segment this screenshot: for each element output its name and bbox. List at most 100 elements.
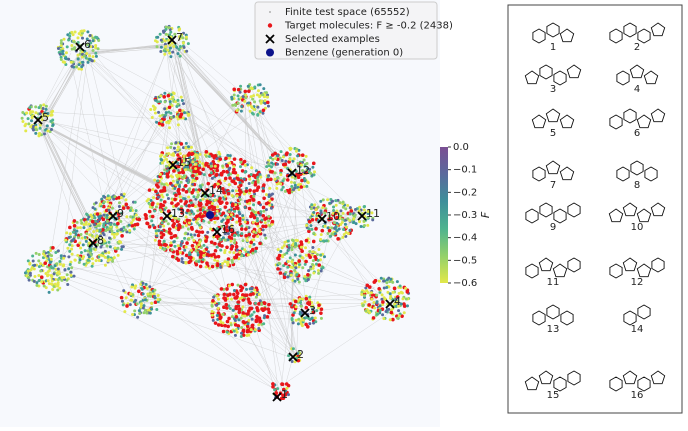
- graph-node: [50, 258, 53, 261]
- graph-node: [317, 206, 320, 209]
- graph-node: [214, 321, 218, 325]
- graph-node: [342, 228, 345, 231]
- graph-node: [257, 302, 261, 306]
- graph-node: [257, 201, 261, 205]
- graph-node: [372, 280, 376, 284]
- graph-node: [290, 260, 293, 263]
- graph-node: [305, 185, 308, 188]
- graph-node: [93, 216, 96, 219]
- graph-node: [155, 308, 158, 311]
- graph-node: [205, 265, 208, 268]
- legend: Finite test space (65552)Target molecule…: [255, 2, 453, 59]
- graph-node: [348, 229, 351, 232]
- graph-node: [294, 266, 297, 269]
- graph-node: [396, 280, 399, 283]
- graph-node: [53, 272, 56, 275]
- graph-node: [299, 301, 302, 304]
- molecule-label: 13: [547, 324, 560, 335]
- graph-node: [210, 165, 213, 168]
- graph-node: [123, 310, 126, 313]
- graph-node: [97, 47, 100, 50]
- graph-node: [213, 221, 216, 224]
- graph-node: [251, 181, 254, 184]
- benzene-marker: [206, 211, 214, 219]
- graph-node: [301, 257, 304, 260]
- graph-node: [214, 154, 218, 158]
- selected-label: 15: [177, 156, 191, 169]
- graph-node: [295, 239, 298, 242]
- graph-node: [50, 254, 53, 257]
- graph-node: [304, 246, 307, 249]
- graph-node: [223, 198, 226, 201]
- graph-node: [324, 225, 327, 228]
- graph-node: [214, 199, 217, 202]
- graph-node: [271, 192, 274, 195]
- graph-node: [313, 203, 316, 206]
- graph-node: [305, 239, 309, 243]
- graph-node: [243, 248, 246, 251]
- graph-node: [280, 188, 283, 191]
- graph-node: [95, 36, 98, 39]
- graph-node: [185, 245, 188, 248]
- colorbar: 0.0−0.1−0.2−0.3−0.4−0.5−0.6F: [440, 142, 492, 289]
- graph-node: [297, 188, 300, 191]
- graph-node: [255, 247, 259, 251]
- graph-node: [250, 86, 253, 89]
- graph-node: [237, 284, 240, 287]
- graph-node: [246, 312, 250, 316]
- graph-node: [142, 282, 145, 285]
- graph-node: [172, 152, 175, 155]
- graph-node: [50, 274, 53, 277]
- graph-node: [216, 205, 219, 208]
- graph-node: [184, 146, 187, 149]
- graph-node: [230, 213, 233, 216]
- graph-node: [243, 315, 246, 318]
- graph-node: [161, 161, 164, 164]
- graph-node: [70, 266, 73, 269]
- graph-node: [37, 134, 40, 137]
- graph-node: [49, 249, 52, 252]
- graph-node: [39, 127, 42, 130]
- graph-node: [80, 65, 83, 68]
- graph-node: [229, 307, 232, 310]
- graph-node: [276, 387, 279, 390]
- graph-node: [120, 228, 123, 231]
- graph-node: [104, 256, 107, 259]
- graph-node: [268, 204, 271, 207]
- graph-node: [52, 266, 55, 269]
- graph-node: [320, 229, 324, 233]
- graph-node: [60, 58, 63, 61]
- graph-node: [125, 304, 129, 308]
- graph-node: [149, 108, 152, 111]
- graph-node: [254, 250, 257, 253]
- graph-node: [57, 281, 60, 284]
- graph-node: [245, 334, 248, 337]
- graph-node: [244, 96, 247, 99]
- graph-node: [286, 276, 289, 279]
- graph-node: [21, 111, 24, 114]
- graph-node: [85, 213, 88, 216]
- graph-node: [256, 308, 260, 312]
- graph-node: [305, 254, 308, 257]
- graph-node: [301, 266, 304, 269]
- graph-node: [201, 198, 204, 201]
- graph-node: [88, 54, 91, 57]
- graph-node: [237, 234, 240, 237]
- graph-node: [252, 94, 255, 97]
- molecule-label: 1: [550, 42, 556, 53]
- graph-node: [368, 285, 372, 289]
- graph-node: [283, 276, 287, 280]
- graph-node: [113, 195, 116, 198]
- graph-node: [311, 246, 314, 249]
- graph-node: [60, 254, 63, 257]
- graph-node: [202, 254, 205, 257]
- graph-node: [233, 241, 236, 244]
- graph-node: [376, 300, 379, 303]
- graph-node: [228, 210, 231, 213]
- graph-node: [206, 253, 210, 257]
- graph-node: [406, 290, 410, 294]
- graph-node: [230, 298, 233, 301]
- graph-node: [92, 49, 95, 52]
- graph-node: [389, 318, 392, 321]
- graph-node: [292, 347, 295, 350]
